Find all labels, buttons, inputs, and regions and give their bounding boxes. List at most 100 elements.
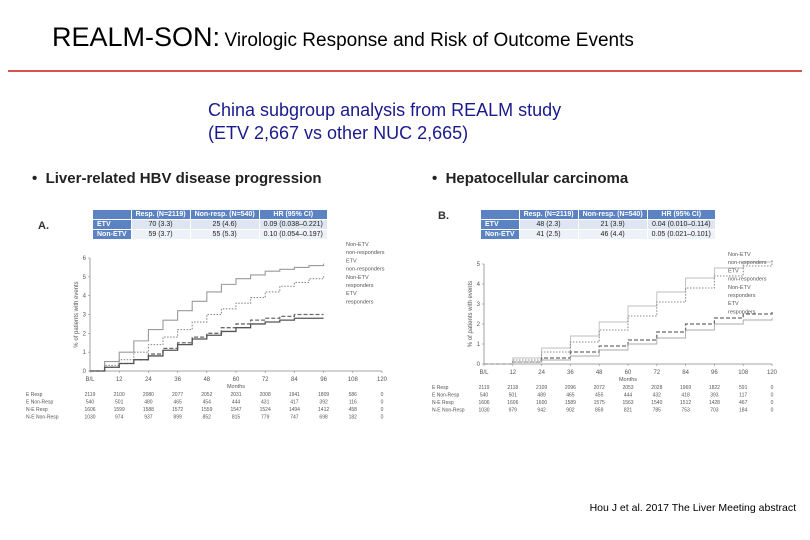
chart-b-y-tick-label: 4 bbox=[477, 282, 481, 288]
chart-a-x-tick-label: 60 bbox=[233, 377, 240, 383]
chart-b-risk-cell: 418 bbox=[681, 393, 690, 399]
chart-a-x-tick-label: 108 bbox=[348, 377, 359, 383]
chart-a-y-tick-label: 1 bbox=[83, 350, 87, 356]
chart-a-risk-cell: 0 bbox=[381, 415, 384, 421]
hr-b-h2: Non-resp. (N=540) bbox=[577, 209, 648, 220]
chart-b-x-tick-label: 72 bbox=[653, 370, 660, 376]
chart-a-risk-cell: 2119 bbox=[85, 392, 96, 398]
chart-a-x-tick-label: 24 bbox=[145, 377, 152, 383]
chart-a-legend-label: non-responders bbox=[346, 250, 385, 256]
chart-b-x-tick-label: 36 bbox=[567, 370, 574, 376]
title-rest: Virologic Response and Risk of Outcome E… bbox=[224, 30, 634, 51]
chart-a-risk-cell: 815 bbox=[232, 415, 241, 421]
bullet-dot: • bbox=[432, 170, 446, 187]
chart-a-risk-cell: 1559 bbox=[201, 407, 212, 413]
hr-a-h1: Resp. (N=2119) bbox=[130, 209, 191, 220]
chart-a-risk-cell: 465 bbox=[173, 400, 182, 406]
chart-a-risk-row-label: E Non-Resp bbox=[26, 400, 53, 406]
chart-a-risk-cell: 0 bbox=[381, 407, 384, 413]
chart-a-risk-cell: 116 bbox=[349, 400, 357, 406]
chart-b-risk-cell: 703 bbox=[710, 408, 719, 414]
chart-a-risk-cell: 540 bbox=[86, 400, 95, 406]
chart-a-risk-cell: 501 bbox=[115, 400, 124, 406]
chart-b-risk-cell: 1969 bbox=[680, 385, 691, 391]
chart-a-legend-label: non-responders bbox=[346, 267, 385, 273]
chart-b-risk-cell: 1030 bbox=[478, 408, 489, 414]
chart-b-legend-label: non-responders bbox=[728, 260, 767, 266]
chart-b-risk-cell: 1428 bbox=[709, 400, 720, 406]
chart-b-risk-cell: 432 bbox=[653, 393, 662, 399]
chart-b-legend-label: ETV bbox=[728, 268, 739, 274]
chart-a-x-tick-label: 72 bbox=[262, 377, 269, 383]
chart-a-risk-cell: 1606 bbox=[84, 407, 95, 413]
chart-b-x-tick-label: 96 bbox=[711, 370, 718, 376]
hr-b-r0c0: ETV bbox=[480, 219, 520, 230]
chart-b-risk-cell: 1563 bbox=[622, 400, 633, 406]
hr-b-r0c2: 21 (3.9) bbox=[577, 219, 648, 230]
chart-b-risk-cell: 455 bbox=[595, 393, 604, 399]
chart-a-y-tick-label: 2 bbox=[83, 331, 87, 337]
chart-b-y-tick-label: 0 bbox=[477, 362, 481, 368]
chart-b-legend-label: Non-ETV bbox=[728, 252, 751, 258]
chart-b-x-tick-label: B/L bbox=[479, 370, 489, 376]
chart-a-risk-cell: 2100 bbox=[114, 392, 125, 398]
hr-table-b: Resp. (N=2119) Non-resp. (N=540) HR (95%… bbox=[480, 209, 716, 240]
bullet-right-label: Hepatocellular carcinoma bbox=[445, 170, 629, 187]
chart-b-risk-row-label: E Non-Resp bbox=[432, 393, 459, 399]
hr-b-r0c1: 48 (2.3) bbox=[518, 219, 579, 230]
chart-a-risk-cell: 0 bbox=[381, 400, 384, 406]
chart-b-risk-cell: 2096 bbox=[565, 385, 576, 391]
page-title: REALM-SON: Virologic Response and Risk o… bbox=[52, 22, 634, 53]
chart-b-risk-cell: 2118 bbox=[507, 385, 518, 391]
chart-b-legend-label: responders bbox=[728, 309, 756, 315]
chart-a-legend-label: ETV bbox=[346, 258, 357, 264]
chart-a-series-line bbox=[90, 274, 325, 372]
panel-b-letter: B. bbox=[438, 210, 449, 222]
chart-a-risk-cell: 2008 bbox=[260, 392, 271, 398]
chart-b-x-tick-label: 60 bbox=[625, 370, 632, 376]
subtitle-block: China subgroup analysis from REALM study… bbox=[208, 99, 561, 145]
chart-b-risk-cell: 393 bbox=[710, 393, 719, 399]
chart-a-risk-cell: 454 bbox=[203, 400, 212, 406]
hr-a-h2: Non-resp. (N=540) bbox=[189, 209, 260, 220]
title-divider bbox=[8, 70, 802, 72]
chart-a-legend-label: Non-ETV bbox=[346, 275, 369, 281]
chart-b-risk-cell: 979 bbox=[509, 408, 518, 414]
chart-a-x-tick-label: 36 bbox=[174, 377, 181, 383]
chart-a-risk-cell: 1599 bbox=[114, 407, 125, 413]
chart-a-risk-cell: 2080 bbox=[143, 392, 154, 398]
chart-a-risk-cell: 2031 bbox=[230, 392, 241, 398]
subtitle-line-2: (ETV 2,667 vs other NUC 2,665) bbox=[208, 123, 469, 143]
chart-b-risk-cell: 2119 bbox=[479, 385, 490, 391]
chart-b-risk-cell: 753 bbox=[681, 408, 690, 414]
bullet-dot: • bbox=[32, 170, 46, 187]
chart-a-y-tick-label: 0 bbox=[83, 369, 87, 375]
chart-b-risk-cell: 0 bbox=[771, 385, 774, 391]
hr-a-r0c2: 25 (4.6) bbox=[189, 219, 260, 230]
chart-a-risk-cell: 937 bbox=[144, 415, 153, 421]
chart-a-risk-cell: 1809 bbox=[318, 392, 329, 398]
chart-b-y-tick-label: 5 bbox=[477, 262, 481, 268]
chart-b-risk-cell: 2028 bbox=[651, 385, 662, 391]
chart-b-risk-cell: 489 bbox=[537, 393, 546, 399]
chart-a-risk-cell: 698 bbox=[319, 415, 328, 421]
chart-a-series-line bbox=[90, 313, 324, 372]
chart-a-risk-cell: 458 bbox=[349, 407, 358, 413]
chart-b-risk-cell: 465 bbox=[566, 393, 575, 399]
chart-b-risk-cell: 467 bbox=[739, 400, 748, 406]
chart-a-risk-row-label: N-E Resp bbox=[26, 407, 48, 413]
chart-a-y-tick-label: 5 bbox=[83, 275, 87, 281]
chart-a-x-tick-label: 120 bbox=[377, 377, 388, 383]
chart-a-risk-cell: 974 bbox=[115, 415, 124, 421]
hr-a-h0 bbox=[92, 209, 132, 220]
chart-a-legend-label: responders bbox=[346, 299, 374, 305]
chart-b-risk-cell: 1822 bbox=[709, 385, 720, 391]
chart-b-risk-cell: 1606 bbox=[478, 400, 489, 406]
chart-b-risk-cell: 0 bbox=[771, 393, 774, 399]
chart-b-x-axis-label: Months bbox=[619, 377, 637, 383]
chart-a-x-tick-label: 12 bbox=[116, 377, 123, 383]
hr-table-a: Resp. (N=2119) Non-resp. (N=540) HR (95%… bbox=[92, 209, 328, 240]
chart-b-risk-cell: 117 bbox=[739, 393, 747, 399]
